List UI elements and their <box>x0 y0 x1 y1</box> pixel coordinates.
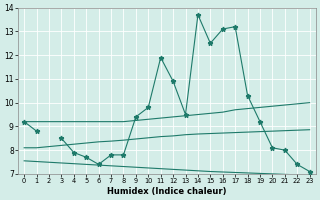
X-axis label: Humidex (Indice chaleur): Humidex (Indice chaleur) <box>107 187 227 196</box>
